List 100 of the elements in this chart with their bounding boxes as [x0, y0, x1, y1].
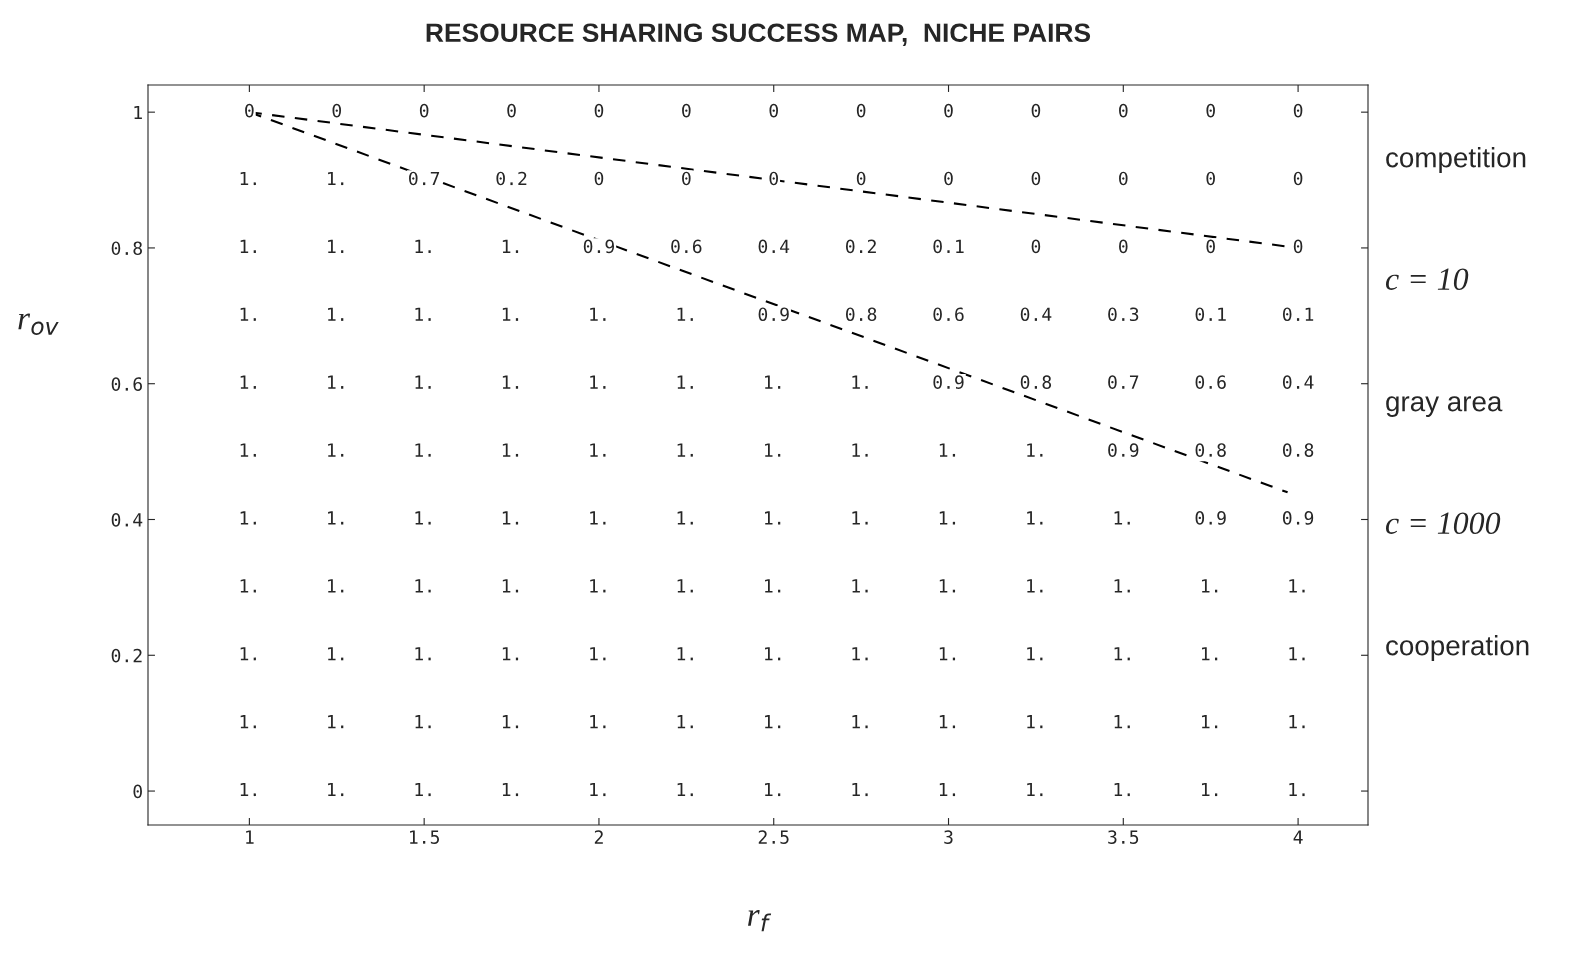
- data-label: 0.6: [933, 307, 964, 322]
- data-label: 1.: [1027, 715, 1043, 729]
- data-label: 0.8: [1020, 375, 1052, 389]
- data-label: 1.: [590, 782, 606, 797]
- data-label: 0: [1293, 239, 1303, 254]
- data-label: 0.1: [1282, 307, 1314, 322]
- data-label: 1.: [1114, 579, 1130, 593]
- data-label: 1.: [415, 307, 431, 321]
- data-label: 0.8: [845, 307, 877, 322]
- data-label: 1.: [415, 511, 431, 525]
- data-label: 1.: [939, 782, 956, 797]
- data-label: 1.: [1027, 579, 1043, 593]
- data-label: 1.: [240, 443, 256, 457]
- data-label: 1.: [328, 782, 344, 797]
- data-label: 1.: [240, 239, 256, 253]
- data-label: 1.: [328, 171, 344, 186]
- data-label: 1.: [1201, 715, 1218, 729]
- data-label: 0.7: [409, 171, 440, 186]
- data-label: 1.: [240, 307, 256, 321]
- data-label: 1.: [852, 375, 868, 389]
- data-label: 0.2: [845, 239, 876, 254]
- data-label: 0.9: [933, 375, 964, 389]
- data-label: 1.: [240, 782, 256, 797]
- data-label: 0.9: [758, 307, 789, 322]
- data-label: 0: [594, 171, 604, 186]
- data-label: 1.: [852, 782, 868, 797]
- data-label: 1.: [502, 579, 519, 593]
- data-label: 1.: [677, 375, 693, 389]
- data-label: 1.: [939, 443, 956, 457]
- data-label: 1.: [765, 443, 781, 457]
- data-label: 1.: [1027, 647, 1043, 661]
- data-label: 0.8: [1282, 443, 1314, 457]
- data-label: 1.: [1289, 782, 1305, 797]
- x-tick-label: 1.5: [410, 830, 440, 844]
- text: c = 1000: [1385, 512, 1501, 534]
- data-label: 0: [856, 103, 866, 118]
- data-label: 1.: [328, 375, 344, 389]
- data-label: 0: [682, 103, 691, 118]
- data-label: 0: [1206, 239, 1215, 254]
- data-label: 0: [856, 171, 866, 186]
- chart-title: RESOURCE SHARING SUCCESS MAP, NICHE PAIRS: [426, 23, 1091, 46]
- data-label: 1.: [677, 782, 693, 797]
- data-label: 1.: [852, 647, 868, 661]
- data-label: 1.: [677, 443, 693, 457]
- data-label: 1.: [1114, 511, 1130, 525]
- data-label: 1.: [1289, 647, 1305, 661]
- x-tick-label: 1: [246, 830, 254, 844]
- data-label: 1.: [502, 239, 519, 253]
- data-label: 1.: [852, 443, 868, 457]
- data-label: 1.: [765, 511, 781, 525]
- data-label: 1.: [415, 715, 431, 729]
- data-label: 1.: [852, 715, 868, 729]
- data-label: 1.: [502, 307, 519, 321]
- data-label: 1.: [502, 647, 519, 661]
- data-label: 0: [1031, 103, 1041, 118]
- x-tick-label: 4: [1293, 830, 1303, 844]
- data-label: 0: [1293, 171, 1303, 186]
- data-label: 0: [769, 103, 778, 118]
- y-tick-label: 0.4: [111, 513, 143, 527]
- data-label: 1.: [240, 579, 256, 593]
- data-label: 1.: [939, 511, 956, 525]
- y-tick-label: 0.2: [111, 648, 142, 663]
- x-axis-title: r$_{f}$: [748, 910, 772, 932]
- x-tick-label: 2.5: [758, 830, 789, 844]
- data-label: 0: [1206, 103, 1215, 118]
- data-label: 0.4: [1282, 375, 1314, 389]
- data-label: 0.6: [671, 239, 702, 254]
- data-label: 1.: [415, 782, 431, 797]
- data-label: 1.: [939, 715, 956, 729]
- text: c = 10: [1385, 268, 1469, 290]
- data-label: 0: [944, 103, 953, 118]
- data-label: 1.: [502, 375, 519, 389]
- data-label: 0: [507, 103, 516, 118]
- data-label: 0: [1206, 171, 1215, 186]
- data-label: 0.9: [1108, 443, 1139, 457]
- data-label: 1.: [240, 511, 256, 525]
- data-label: 1.: [1027, 782, 1043, 797]
- data-label: 1.: [677, 715, 693, 729]
- data-label: 0.9: [1195, 511, 1226, 525]
- data-label: 1.: [328, 443, 344, 457]
- data-label: 1.: [240, 715, 256, 729]
- data-label: 1.: [590, 307, 606, 321]
- data-label: 1.: [677, 511, 693, 525]
- data-label: 0.7: [1108, 375, 1139, 389]
- data-label: 1.: [590, 579, 606, 593]
- data-label: 1.: [240, 171, 256, 186]
- y-tick-label: 0: [133, 784, 142, 799]
- y-tick-label: 0.6: [111, 377, 142, 391]
- data-label: 0.9: [583, 239, 615, 254]
- data-label: 1.: [677, 579, 693, 593]
- data-label: 0.4: [758, 239, 790, 254]
- data-label: 1.: [240, 647, 256, 661]
- data-label: 0: [682, 171, 691, 186]
- data-label: 1.: [328, 511, 344, 525]
- data-label: 1.: [328, 715, 344, 729]
- data-label: 1.: [502, 715, 519, 729]
- data-label: 1.: [1027, 443, 1043, 457]
- data-label: 1.: [1289, 579, 1305, 593]
- data-label: 0.2: [496, 171, 527, 186]
- data-label: 1.: [852, 579, 868, 593]
